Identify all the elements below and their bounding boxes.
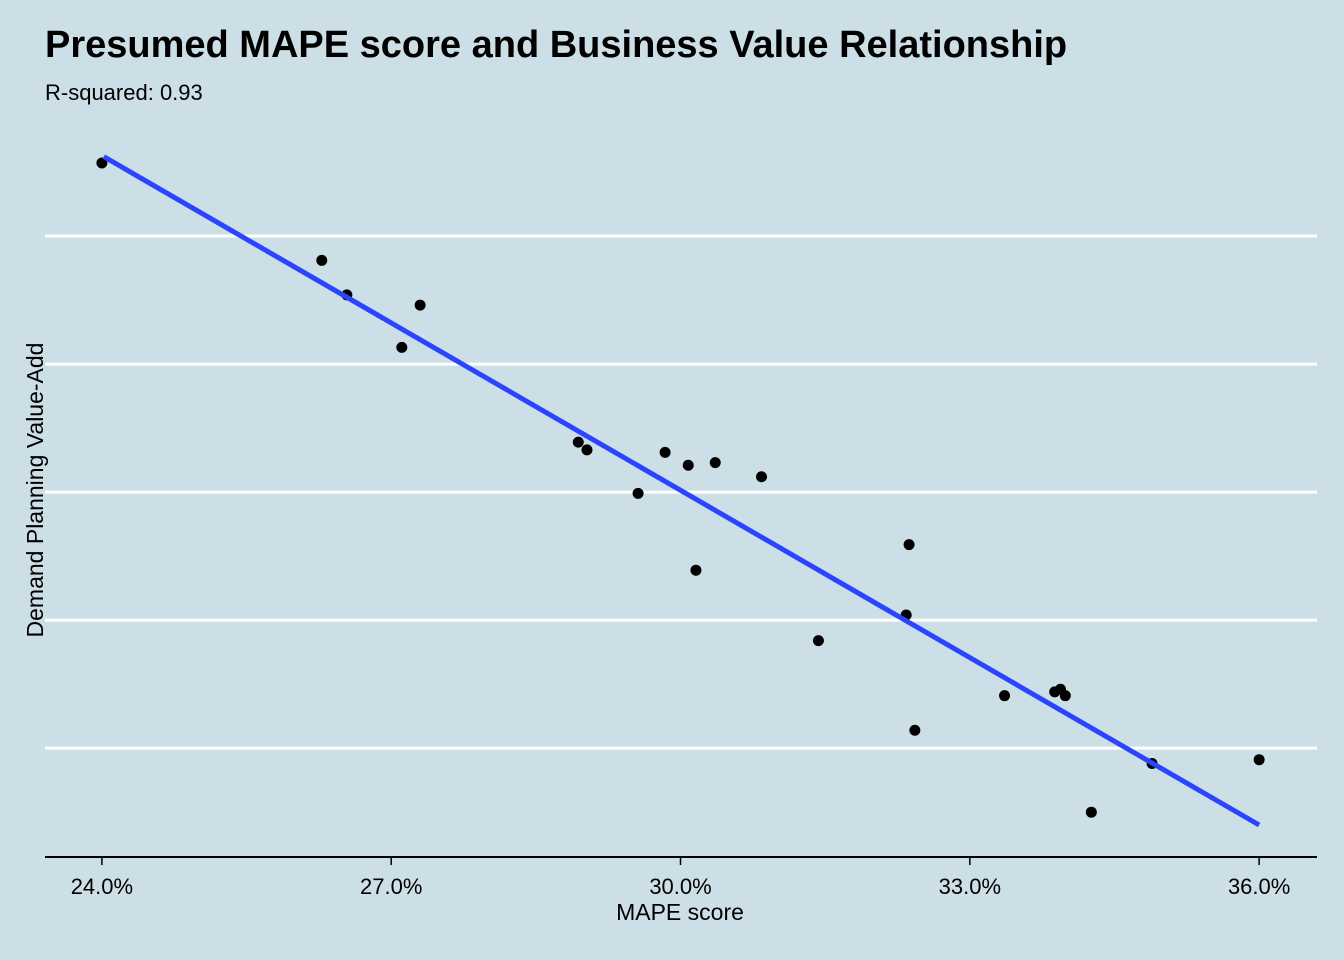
x-tick-label: 27.0% bbox=[360, 874, 422, 899]
x-axis-label: MAPE score bbox=[616, 899, 744, 925]
point bbox=[690, 564, 702, 576]
point bbox=[909, 724, 921, 736]
point bbox=[682, 459, 694, 471]
point bbox=[414, 299, 426, 311]
point bbox=[1085, 806, 1097, 818]
point bbox=[659, 446, 671, 458]
point bbox=[316, 254, 328, 266]
trend-line bbox=[102, 154, 1261, 828]
point bbox=[632, 487, 644, 499]
point bbox=[572, 436, 584, 448]
point bbox=[1059, 690, 1071, 702]
y-axis-label: Demand Planning Value-Add bbox=[22, 343, 48, 638]
point bbox=[812, 635, 824, 647]
x-tick-label: 36.0% bbox=[1228, 874, 1290, 899]
point bbox=[581, 444, 593, 456]
point bbox=[96, 157, 108, 169]
point bbox=[903, 539, 915, 551]
x-tick-label: 24.0% bbox=[71, 874, 133, 899]
x-tick-label: 33.0% bbox=[939, 874, 1001, 899]
point bbox=[709, 457, 721, 469]
chart-title: Presumed MAPE score and Business Value R… bbox=[45, 24, 1067, 66]
x-tick-label: 30.0% bbox=[649, 874, 711, 899]
point bbox=[396, 341, 408, 353]
point bbox=[1253, 754, 1265, 766]
point bbox=[756, 471, 768, 483]
chart-subtitle: R-squared: 0.93 bbox=[45, 80, 203, 105]
point bbox=[999, 690, 1011, 702]
